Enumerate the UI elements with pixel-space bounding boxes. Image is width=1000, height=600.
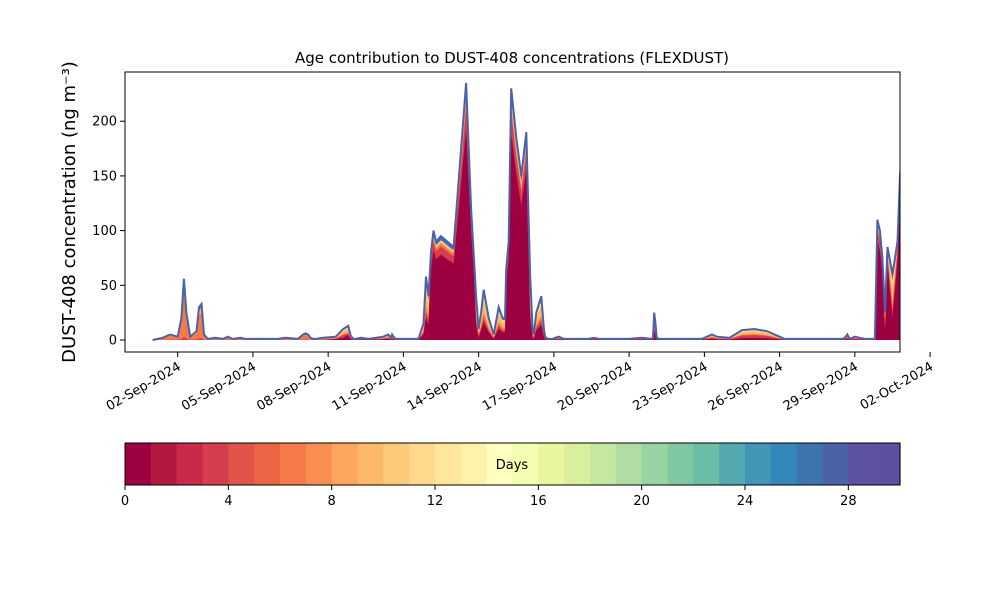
colorbar-bin [667, 443, 694, 485]
colorbar-label: Days [496, 458, 529, 473]
x-tick-label: 26-Sep-2024 [706, 359, 786, 414]
colorbar-bin [460, 443, 488, 485]
y-tick-label: 100 [92, 224, 117, 239]
colorbar-bin [615, 443, 643, 485]
y-tick-label: 150 [92, 169, 117, 184]
colorbar-bin [822, 443, 849, 485]
age-layer-area-2 [152, 93, 900, 340]
colorbar-bin [383, 443, 410, 485]
x-tick-label: 02-Sep-2024 [104, 359, 184, 414]
colorbar-bin [150, 443, 178, 485]
colorbar-bin [331, 443, 359, 485]
total-concentration-line [152, 82, 900, 341]
colorbar-bin [357, 443, 384, 485]
y-axis-label: DUST-408 concentration (ng m⁻³) [59, 61, 80, 363]
age-layer-area-1 [152, 86, 900, 340]
plot-area [124, 71, 901, 353]
plot-frame [124, 71, 901, 353]
colorbar-bin [719, 443, 746, 485]
colorbar-bin [693, 443, 720, 485]
colorbar-bin [435, 443, 462, 485]
colorbar-bin [796, 443, 824, 485]
y-axis: 0 50 100 150 200 [92, 115, 125, 348]
colorbar-tick-label: 0 [121, 494, 129, 509]
x-tick-label: 02-Oct-2024 [858, 359, 936, 413]
colorbar-bin [538, 443, 565, 485]
x-tick-label: 08-Sep-2024 [254, 359, 334, 414]
colorbar-tick-label: 20 [633, 494, 650, 509]
age-layer-area-6 [152, 129, 900, 340]
colorbar-bin [486, 443, 514, 485]
colorbar-tick-label: 28 [840, 494, 857, 509]
colorbar-bin [641, 443, 669, 485]
colorbar-bin [512, 443, 539, 485]
x-tick-label: 17-Sep-2024 [480, 359, 560, 414]
colorbar-bin [280, 443, 307, 485]
colorbar-tick-label: 12 [427, 494, 444, 509]
colorbar: 0 4 8 12 16 20 24 28 [121, 442, 901, 509]
x-tick-label: 14-Sep-2024 [405, 359, 485, 414]
colorbar-bin [564, 443, 591, 485]
colorbar-bin [125, 443, 152, 485]
colorbar-bin [590, 443, 617, 485]
colorbar-bin [745, 443, 772, 485]
colorbar-bin [202, 443, 229, 485]
colorbar-bin [409, 443, 436, 485]
colorbar-bin [770, 443, 798, 485]
chart-title: Age contribution to DUST-408 concentrati… [295, 49, 729, 67]
x-axis: 02-Sep-202405-Sep-202408-Sep-202411-Sep-… [104, 352, 936, 414]
colorbar-tick-label: 8 [328, 494, 336, 509]
y-tick-label: 200 [92, 115, 117, 130]
colorbar-bin [305, 443, 333, 485]
colorbar-tick-label: 4 [224, 494, 232, 509]
x-tick-label: 11-Sep-2024 [330, 359, 410, 414]
colorbar-bin [874, 443, 901, 485]
x-tick-label: 29-Sep-2024 [781, 359, 861, 414]
colorbar-bin [254, 443, 281, 485]
colorbar-frame [124, 442, 901, 486]
colorbar-tick-label: 24 [737, 494, 754, 509]
colorbar-bin [848, 443, 875, 485]
colorbar-bin [176, 443, 204, 485]
y-tick-label: 0 [109, 333, 117, 348]
colorbar-tick-label: 16 [530, 494, 547, 509]
x-tick-label: 20-Sep-2024 [555, 359, 635, 414]
x-tick-label: 05-Sep-2024 [179, 359, 259, 414]
y-tick-label: 50 [100, 279, 117, 294]
colorbar-bin [228, 443, 255, 485]
x-tick-label: 23-Sep-2024 [631, 359, 711, 414]
